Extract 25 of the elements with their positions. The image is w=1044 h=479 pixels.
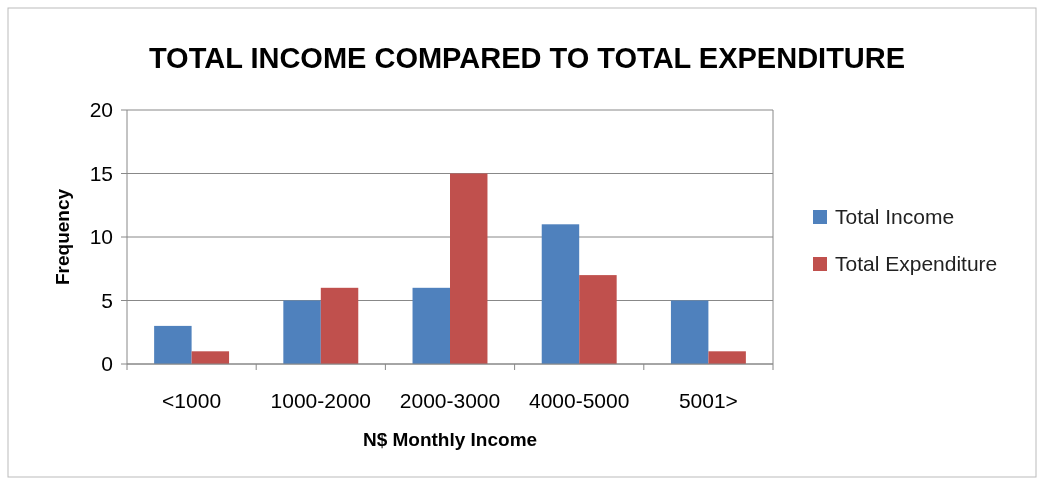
- bar: [412, 287, 450, 364]
- bar: [579, 275, 617, 364]
- y-tick-label: 20: [89, 98, 113, 122]
- chart-title: TOTAL INCOME COMPARED TO TOTAL EXPENDITURE: [148, 42, 906, 74]
- y-tick-label: 5: [101, 288, 113, 312]
- x-axis-title: N$ Monthly Income: [362, 429, 538, 450]
- bar: [154, 325, 192, 364]
- bar: [283, 300, 321, 364]
- x-tick-label: 4000-5000: [528, 389, 630, 412]
- bar: [320, 287, 359, 364]
- bar: [191, 351, 230, 364]
- y-tick-label: 10: [89, 225, 113, 249]
- legend-label: Total Income: [835, 205, 955, 229]
- y-tick-label: 0: [101, 352, 113, 376]
- y-axis-title: Frequency: [52, 188, 73, 286]
- x-tick-label: <1000: [162, 389, 222, 412]
- bar: [450, 173, 488, 364]
- x-tick-label: 5001>: [678, 389, 738, 412]
- legend-label: Total Expenditure: [835, 252, 998, 276]
- y-tick-label: 15: [89, 161, 113, 185]
- x-tick-label: 2000-3000: [399, 389, 501, 412]
- bar: [541, 224, 580, 364]
- bar: [708, 351, 746, 364]
- bar: [670, 300, 709, 364]
- x-tick-label: 1000-2000: [270, 389, 372, 412]
